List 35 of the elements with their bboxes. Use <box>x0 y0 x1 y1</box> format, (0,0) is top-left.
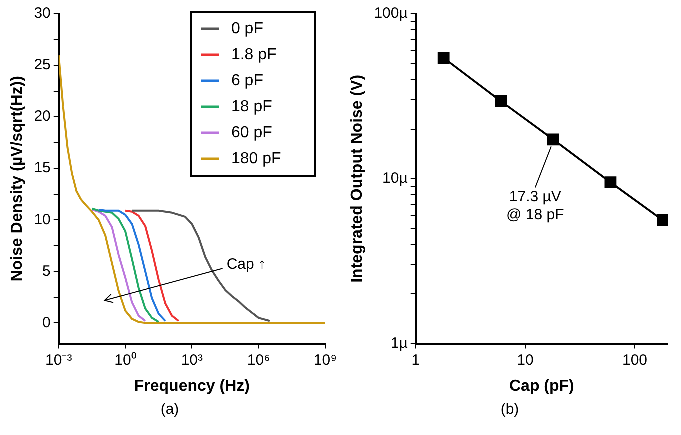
legend-label: 0 pF <box>231 20 264 38</box>
y-axis-title: Noise Density (µV/sqrt(Hz)) <box>9 76 26 282</box>
y-tick-label: 100µ <box>374 5 408 22</box>
point <box>438 52 450 64</box>
x-tick-label: 100 <box>622 352 648 369</box>
legend-label: 6 pF <box>231 72 264 90</box>
point <box>547 134 560 146</box>
x-tick-label: 10⁰ <box>114 352 136 369</box>
y-tick-label: 5 <box>42 262 51 280</box>
y-tick-label: 0 <box>42 314 51 332</box>
x-axis-title: Cap (pF) <box>509 378 574 395</box>
y-tick-label: 15 <box>34 160 51 177</box>
x-tick-label: 10 <box>517 352 534 369</box>
legend-label: 60 pF <box>231 124 273 142</box>
x-tick-label: 10⁻³ <box>46 352 72 369</box>
y-tick-label: 30 <box>34 5 51 22</box>
point <box>657 214 668 226</box>
text: (b) <box>500 400 520 420</box>
annotation: 17.3 µV @ 18 pF <box>506 188 564 224</box>
y-tick-label: 1µ <box>390 334 408 352</box>
y-tick-label: 10µ <box>382 170 408 188</box>
y-tick-label: 10 <box>34 211 51 228</box>
x-axis-title: Frequency (Hz) <box>134 378 250 395</box>
legend-label: 18 pF <box>231 98 273 116</box>
text: (a) <box>160 400 180 420</box>
x-tick-label: 10⁶ <box>247 352 270 369</box>
y-tick-label: 25 <box>34 56 51 74</box>
y-axis-title: Integrated Output Noise (V) <box>349 74 366 283</box>
x-tick-label: 1 <box>412 352 420 369</box>
y-tick-label: 20 <box>34 108 51 126</box>
legend-label: 180 pF <box>231 150 282 168</box>
x-tick-label: 10⁹ <box>314 352 337 369</box>
annotation: Cap ↑ <box>226 256 266 273</box>
x-tick-label: 10³ <box>181 352 204 369</box>
legend-label: 1.8 pF <box>231 46 278 64</box>
